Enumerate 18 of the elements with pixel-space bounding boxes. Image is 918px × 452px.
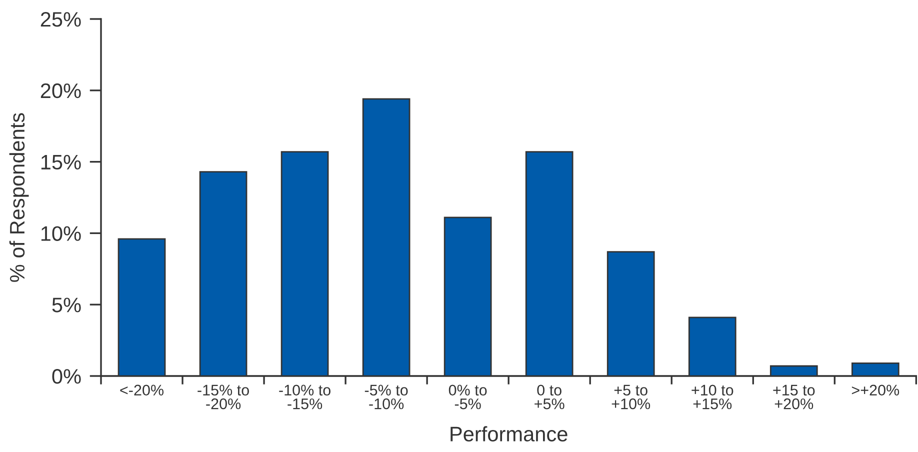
x-tick-label: 0% to -5% — [448, 384, 487, 410]
y-tick-label: 25% — [40, 12, 81, 27]
x-tick-label: >+20% — [852, 384, 900, 396]
x-axis-title: Performance — [450, 426, 568, 442]
x-tick-label: -15% to -20% — [198, 384, 249, 410]
x-tick-label: <-20% — [120, 384, 164, 396]
y-tick-label: 5% — [52, 298, 81, 312]
y-tick-label: 20% — [40, 83, 81, 98]
y-tick-label: 0% — [52, 369, 81, 384]
y-axis-title: % of Respondents — [9, 113, 29, 282]
x-tick-label: 0 to +5% — [534, 384, 564, 410]
y-tick-label: 10% — [41, 226, 81, 241]
x-tick-label: +15 to +20% — [773, 384, 815, 410]
x-tick-label: -5% to -10% — [364, 384, 408, 410]
x-tick-label: +5 to +10% — [612, 384, 650, 410]
x-tick-label: +10 to +15% — [692, 384, 734, 410]
x-tick-label: -10% to -15% — [279, 384, 330, 410]
y-tick-label: 15% — [41, 154, 81, 170]
